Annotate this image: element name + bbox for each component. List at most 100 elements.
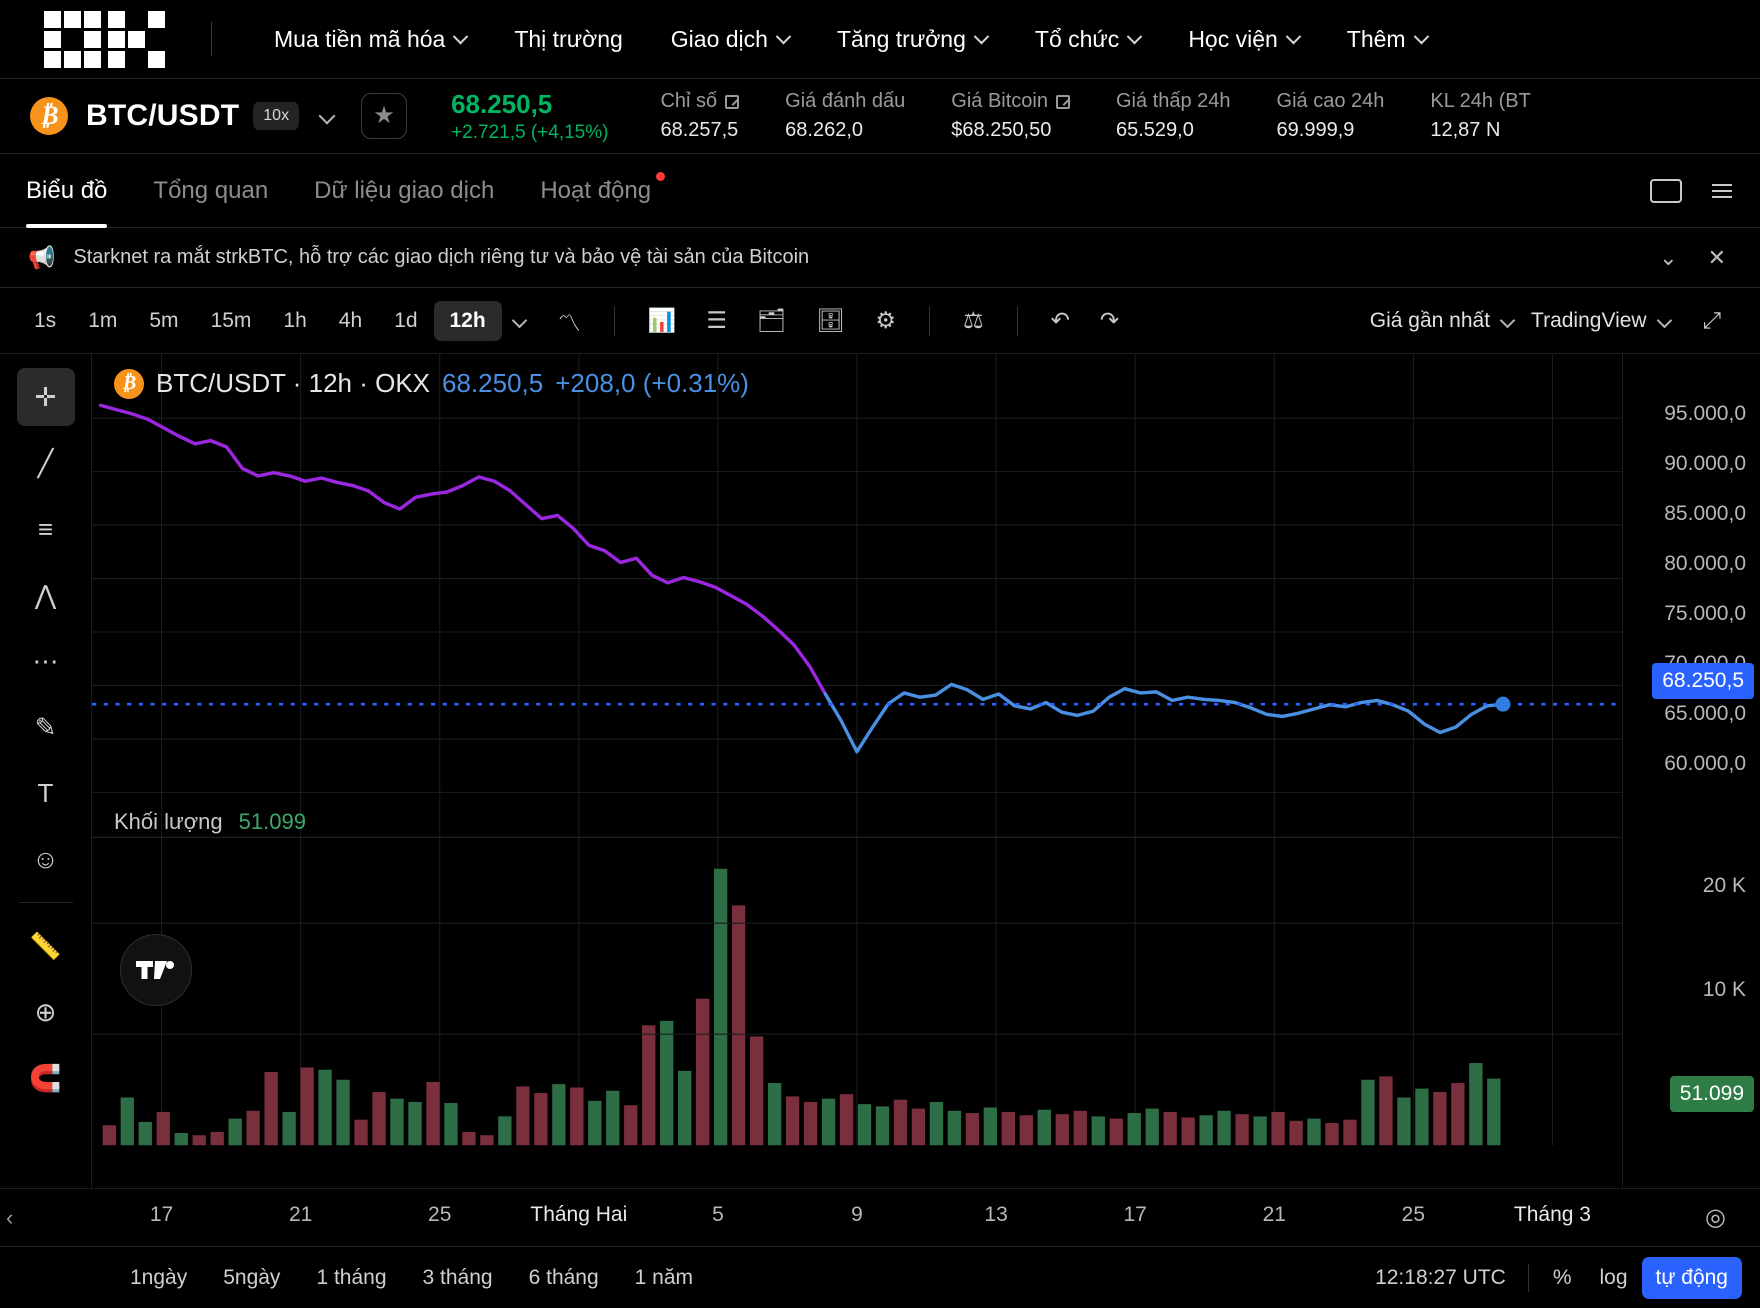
nav-item-markets[interactable]: Thị trường xyxy=(490,26,646,53)
nav-item-more[interactable]: Thêm xyxy=(1323,26,1451,53)
chart-legend: ₿ BTC/USDT · 12h · OKX 68.250,5 +208,0 (… xyxy=(114,368,749,399)
provider-label[interactable]: TradingView xyxy=(1531,308,1647,332)
footer-divider xyxy=(1527,1263,1529,1292)
zoom-tool-icon[interactable]: ⊕ xyxy=(34,996,57,1027)
indicators-icon[interactable]: 📊 xyxy=(647,307,677,333)
range-1d[interactable]: 1ngày xyxy=(130,1265,188,1289)
chart-type-line-icon[interactable]: 〽 xyxy=(557,309,581,336)
price-source-label[interactable]: Giá gần nhất xyxy=(1369,308,1491,332)
alert-icon[interactable]: ⚖ xyxy=(962,307,984,333)
range-1year[interactable]: 1 năm xyxy=(634,1265,694,1289)
tab-label: Dữ liệu giao dịch xyxy=(314,176,495,204)
nav-item-trade[interactable]: Giao dịch xyxy=(647,26,813,53)
range-5d[interactable]: 5ngày xyxy=(223,1265,281,1289)
time-tick: 17 xyxy=(1123,1203,1147,1226)
leverage-badge[interactable]: 10x xyxy=(253,102,300,130)
stat-value: 65.529,0 xyxy=(1115,119,1194,141)
compare-icon[interactable]: 🗄 xyxy=(816,307,846,333)
price-volume-chart xyxy=(92,354,1622,1146)
timeframe-15m[interactable]: 15m xyxy=(210,308,252,332)
tab-chart[interactable]: Biểu đồ xyxy=(26,154,108,228)
price-axis[interactable]: 95.000,0 90.000,0 85.000,0 80.000,0 75.000,0… xyxy=(1622,354,1760,1188)
fullscreen-icon[interactable]: ⤢ xyxy=(1702,307,1721,333)
indicator-list-icon[interactable]: ☰ xyxy=(706,307,727,333)
range-1month[interactable]: 1 tháng xyxy=(316,1265,387,1289)
redo-icon[interactable]: ↷ xyxy=(1099,307,1120,333)
range-6months[interactable]: 6 tháng xyxy=(528,1265,599,1289)
percent-scale-button[interactable]: % xyxy=(1552,1265,1572,1289)
nav-item-growth[interactable]: Tăng trưởng xyxy=(813,26,1011,53)
market-stats: Chỉ số 68.257,5 Giá đánh dấu 68.262,0 Gi… xyxy=(660,90,1576,142)
timeframe-5m[interactable]: 5m xyxy=(149,308,179,332)
timeframe-4h[interactable]: 4h xyxy=(338,308,363,332)
volume-value: 51.099 xyxy=(238,809,306,834)
external-link-icon[interactable] xyxy=(725,94,740,109)
tab-activity[interactable]: Hoạt động xyxy=(540,154,666,228)
undo-icon[interactable]: ↶ xyxy=(1050,307,1070,333)
time-tick: 21 xyxy=(288,1203,313,1226)
volume-tick: 10 K xyxy=(1702,978,1746,1002)
close-icon[interactable]: ✕ xyxy=(1707,244,1726,270)
horizontal-lines-tool-icon[interactable]: ≡ xyxy=(37,513,54,544)
tab-label: Hoạt động xyxy=(540,176,652,204)
price-tick: 85.000,0 xyxy=(1664,502,1746,525)
toolbar-divider xyxy=(613,305,615,336)
okx-logo-icon[interactable] xyxy=(44,10,101,68)
measure-tool-icon[interactable]: 📏 xyxy=(29,930,62,961)
star-icon: ★ xyxy=(373,102,395,129)
timeframe-1d[interactable]: 1d xyxy=(394,308,418,332)
price-tick: 90.000,0 xyxy=(1664,452,1746,475)
chart-canvas[interactable]: ₿ BTC/USDT · 12h · OKX 68.250,5 +208,0 (… xyxy=(92,354,1622,1188)
price-source-chevron-down-icon[interactable] xyxy=(1499,312,1516,329)
more-options-icon[interactable] xyxy=(1712,183,1732,198)
range-3months[interactable]: 3 tháng xyxy=(422,1265,493,1289)
brush-tool-icon[interactable]: ✎ xyxy=(34,711,57,742)
reset-view-icon[interactable]: ◎ xyxy=(1705,1204,1726,1231)
timeframe-1s[interactable]: 1s xyxy=(34,308,57,332)
log-scale-button[interactable]: log xyxy=(1599,1265,1628,1289)
layout-icon[interactable] xyxy=(1650,178,1682,203)
price-tick: 60.000,0 xyxy=(1664,752,1746,775)
favorite-button[interactable]: ★ xyxy=(361,93,408,139)
pair-chevron-down-icon[interactable] xyxy=(318,107,336,125)
timeframe-1m[interactable]: 1m xyxy=(88,308,118,332)
legend-change: +208,0 (+0.31%) xyxy=(555,368,749,398)
settings-gear-icon[interactable]: ⚙ xyxy=(875,307,896,333)
chevron-down-icon[interactable]: ⌄ xyxy=(1659,244,1678,270)
fib-tool-icon[interactable]: ⋯ xyxy=(32,645,59,676)
tradingview-logo-badge[interactable] xyxy=(120,934,192,1006)
trend-line-tool-icon[interactable]: ╱ xyxy=(37,447,54,478)
chart-body: ✛ ╱ ≡ ⋀ ⋯ ✎ T ☺ 📏 ⊕ 🧲 ₿ BTC/USDT · 12h ·… xyxy=(0,354,1760,1188)
nav-item-buy-crypto[interactable]: Mua tiền mã hóa xyxy=(250,26,490,53)
emoji-tool-icon[interactable]: ☺ xyxy=(32,843,59,874)
text-tool-icon[interactable]: T xyxy=(37,777,54,808)
tab-overview[interactable]: Tổng quan xyxy=(153,154,268,228)
magnet-tool-icon[interactable]: 🧲 xyxy=(29,1062,62,1093)
nav-label: Tổ chức xyxy=(1034,25,1120,52)
stat-value: 69.999,9 xyxy=(1276,119,1355,141)
nav-item-academy[interactable]: Học viện xyxy=(1164,26,1322,53)
top-navigation-bar: Mua tiền mã hóa Thị trường Giao dịch Tăn… xyxy=(0,0,1760,78)
external-link-icon[interactable] xyxy=(1055,94,1070,109)
auto-scale-button[interactable]: tự động xyxy=(1641,1256,1742,1299)
tools-divider xyxy=(18,902,73,903)
time-tick: 25 xyxy=(1401,1203,1426,1226)
timeframe-12h[interactable]: 12h xyxy=(433,300,502,341)
tab-trade-data[interactable]: Dữ liệu giao dịch xyxy=(314,154,494,228)
timeframe-1h[interactable]: 1h xyxy=(283,308,307,332)
scroll-left-icon[interactable]: ‹ xyxy=(6,1205,14,1230)
okx-logo-icon-right[interactable] xyxy=(108,10,165,68)
pitchfork-tool-icon[interactable]: ⋀ xyxy=(34,579,57,610)
provider-chevron-down-icon[interactable] xyxy=(1656,312,1672,329)
trading-pair-label[interactable]: BTC/USDT xyxy=(86,99,240,132)
crosshair-tool-icon[interactable]: ✛ xyxy=(16,368,75,426)
time-tick: 9 xyxy=(851,1203,863,1226)
time-tick: 5 xyxy=(712,1203,724,1226)
price-tick: 65.000,0 xyxy=(1664,702,1746,725)
timeframe-chevron-down-icon[interactable] xyxy=(511,312,527,329)
stat-value: $68.250,50 xyxy=(951,119,1052,141)
template-icon[interactable]: 🗂 xyxy=(756,307,787,333)
nav-item-institutional[interactable]: Tổ chức xyxy=(1011,26,1164,53)
chevron-down-icon xyxy=(973,28,990,44)
